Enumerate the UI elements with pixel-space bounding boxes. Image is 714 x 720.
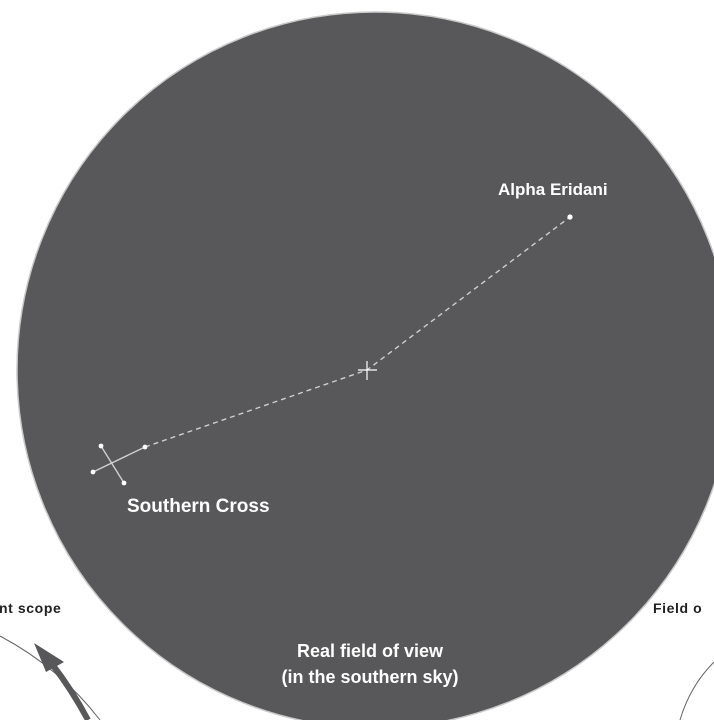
left-side-label: nt scope [0, 600, 61, 616]
star-dot [142, 444, 148, 450]
field-title-line2: (in the southern sky) [281, 667, 458, 687]
alpha-eridani-label: Alpha Eridani [498, 180, 608, 199]
rotation-arrow-shaft [49, 662, 91, 720]
right-scope-arc [679, 661, 714, 720]
star-dot [98, 443, 104, 449]
left-scope-arc [0, 635, 101, 720]
southern-cross-asterism [90, 443, 148, 486]
southern-cross-label: Southern Cross [127, 496, 270, 517]
star-dot [121, 480, 127, 486]
alpha-eridani-star [567, 214, 573, 220]
rotation-arrow-head [34, 643, 64, 672]
field-title-line1: Real field of view [297, 641, 444, 661]
celestial-pole-marker [358, 361, 377, 380]
real-field-of-view-circle [16, 11, 714, 720]
right-side-label: Field o [653, 600, 702, 616]
star-dot [90, 469, 96, 475]
